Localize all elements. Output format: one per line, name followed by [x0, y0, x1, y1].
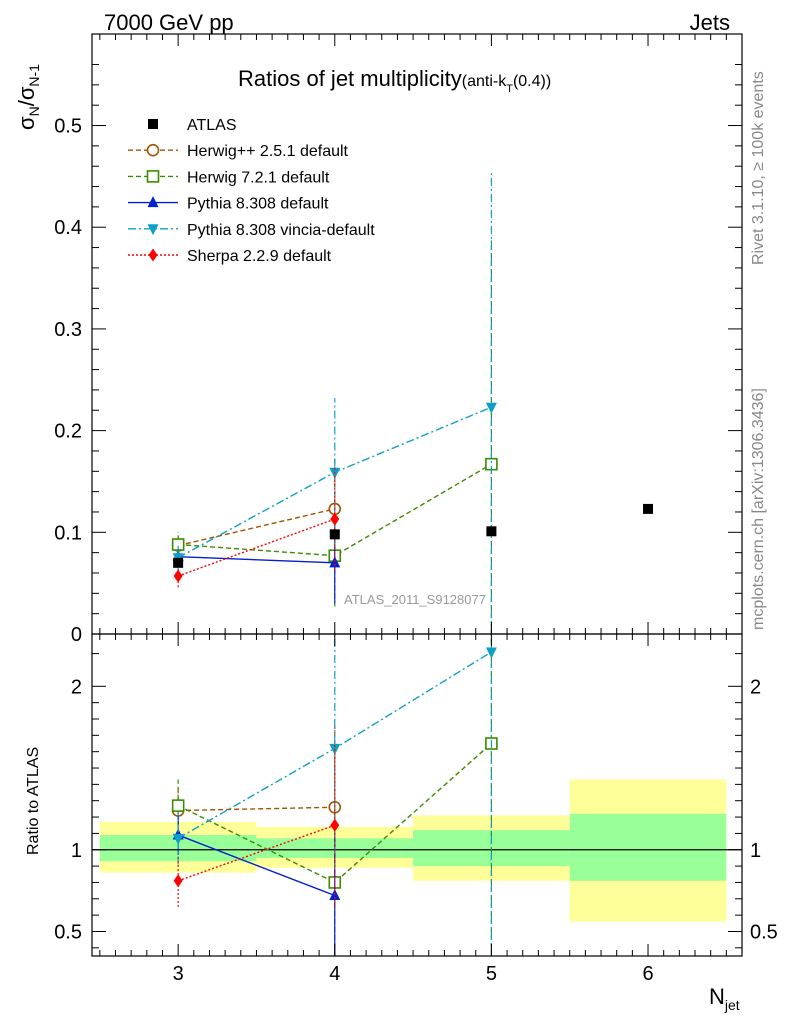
- atlas-point-0: [173, 557, 184, 568]
- x-tick-label-5: 5: [486, 963, 497, 985]
- legend: ATLAS Herwig++ 2.5.1 default Herwig 7.2.1 …: [128, 117, 375, 265]
- legend-label-atlas: ATLAS: [187, 117, 237, 134]
- x-tick-label-4: 4: [329, 963, 340, 985]
- chart-title: Ratios of jet multiplicity(anti-kT(0.4)): [238, 66, 551, 95]
- legend-marker-4: [148, 248, 158, 262]
- series-point-4-1: [330, 512, 340, 526]
- legend-marker-0: [146, 143, 160, 157]
- x-tick-label-6: 6: [642, 963, 653, 985]
- legend-label-3: Pythia 8.308 vincia-default: [187, 222, 375, 239]
- y-tick-label-0.1: 0.1: [54, 522, 82, 544]
- ratio-line-0: [178, 806, 335, 812]
- mcplots-label: mcplots.cern.ch [arXiv:1306.3436]: [750, 388, 767, 630]
- ratio-tick-label-2: 2: [71, 676, 82, 698]
- rivet-version-label: Rivet 3.1.10, ≥ 100k events: [750, 71, 767, 265]
- y-tick-label-0.3: 0.3: [54, 319, 82, 341]
- ratio-point-3-0: [172, 833, 184, 845]
- ratio-tick-label-right-1: 1: [750, 840, 761, 862]
- atlas-point-1: [329, 529, 340, 540]
- series-point-3-2: [485, 402, 497, 414]
- y-tick-label-zero: 0: [71, 624, 82, 646]
- ratio-point-1-0: [171, 799, 185, 812]
- analysis-id-label: ATLAS_2011_S9128077: [344, 592, 486, 607]
- y-tick-label-0.4: 0.4: [54, 217, 82, 239]
- legend-label-2: Pythia 8.308 default: [187, 196, 329, 213]
- series-line-0: [177, 508, 335, 547]
- legend-marker-atlas: [148, 119, 158, 129]
- legend-marker-3: [147, 224, 159, 236]
- atlas-point-2: [486, 526, 497, 537]
- ratio-tick-label-right-0.5: 0.5: [750, 921, 778, 943]
- main-plot-series: [171, 173, 654, 634]
- ratio-point-3-2: [485, 647, 497, 659]
- ratio-band-inner-3: [569, 813, 727, 881]
- ratio-tick-label-1: 1: [71, 840, 82, 862]
- ratio-plot-frame: [91, 633, 743, 957]
- process-label: Jets: [690, 10, 730, 35]
- legend-label-1: Herwig 7.2.1 default: [187, 169, 330, 186]
- ratio-line-1: [177, 742, 492, 884]
- series-line-1: [178, 463, 492, 557]
- y-axis-label: σN/σN-1: [14, 64, 42, 130]
- y-tick-label-0.2: 0.2: [54, 421, 82, 443]
- x-axis-label: Njet: [709, 984, 740, 1013]
- legend-marker-2: [147, 196, 159, 208]
- atlas-point-3: [643, 503, 654, 514]
- ratio-point-4-0: [173, 874, 183, 888]
- ratio-line-2: [177, 834, 336, 897]
- axes: 3 4 5 6 0.1 0.2 0.3 0.4 0.5 0 0.5 0.5 1 1 2 2: [54, 33, 778, 985]
- legend-label-0: Herwig++ 2.5.1 default: [187, 143, 349, 160]
- ratio-tick-label-0.5: 0.5: [54, 921, 82, 943]
- legend-marker-1: [146, 170, 160, 183]
- series-line-2: [178, 556, 335, 564]
- legend-label-4: Sherpa 2.2.9 default: [187, 248, 332, 265]
- energy-label: 7000 GeV pp: [104, 10, 234, 35]
- ratio-tick-label-right-2: 2: [750, 676, 761, 698]
- ratio-uncertainty-bands: [99, 779, 727, 922]
- ratio-plot-series: [171, 634, 498, 956]
- ratio-y-axis-label: Ratio to ATLAS: [25, 747, 42, 855]
- x-tick-label-3: 3: [173, 963, 184, 985]
- series-point-4-0: [173, 569, 183, 583]
- ratio-point-4-1: [330, 818, 340, 832]
- y-tick-label-0.5: 0.5: [54, 116, 82, 138]
